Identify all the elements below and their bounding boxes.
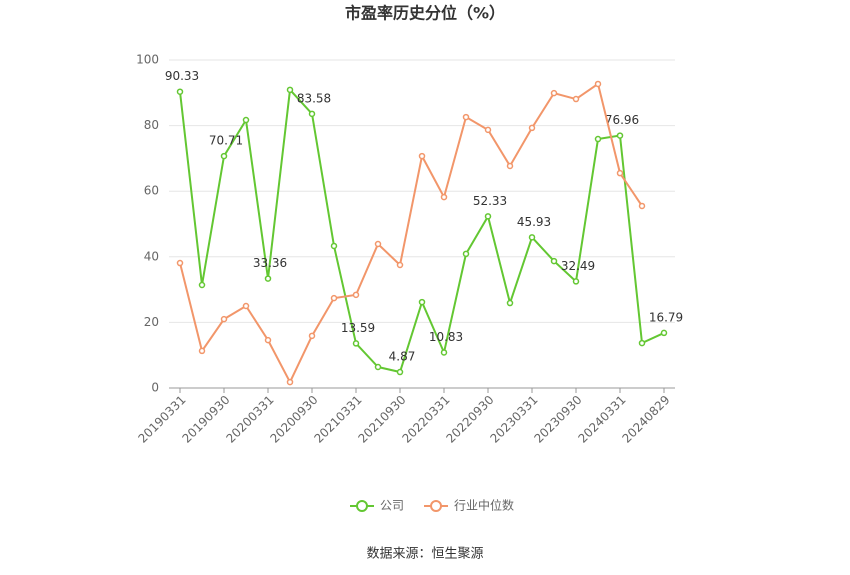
data-label: 83.58 [297,91,331,105]
y-tick-label: 60 [144,184,159,198]
point [418,152,426,160]
point [660,329,668,337]
point [374,363,382,371]
point [528,124,536,132]
y-tick-label: 20 [144,315,159,329]
point [352,340,360,347]
data-label: 45.93 [517,215,551,229]
y-tick-label: 80 [144,118,159,132]
data-label: 90.33 [165,69,199,83]
point [594,80,602,88]
point [550,257,558,265]
point [616,132,624,139]
x-tick-label: 20240829 [620,393,673,446]
point [594,135,602,143]
point [418,298,426,306]
data-label: 33.36 [253,256,287,270]
legend-label: 公司 [380,499,404,513]
point [198,347,206,355]
point [506,299,514,307]
point [572,95,580,103]
data-label: 10.83 [429,330,463,344]
point [638,339,646,347]
point [572,278,580,285]
data-label: 76.96 [605,113,639,127]
point [220,152,228,160]
data-label: 70.71 [209,134,243,148]
line [179,82,643,385]
data-label: 52.33 [473,194,507,208]
y-tick-label: 0 [151,381,159,395]
point [242,116,250,124]
point [198,281,206,289]
data-label: 13.59 [341,321,375,335]
point [506,162,514,170]
point [374,240,382,248]
chart-title: 市盈率历史分位（%） [345,4,505,23]
point [308,110,316,118]
point [176,259,184,267]
point [220,315,228,323]
y-tick-label: 100 [136,53,159,67]
legend-marker [356,500,368,512]
point [242,302,250,310]
legend-label: 行业中位数 [454,498,514,513]
point [440,193,448,201]
point [440,349,448,356]
point [352,291,360,299]
point [550,89,558,97]
point [176,88,184,95]
point [462,250,470,258]
point [484,126,492,134]
point [264,336,272,344]
point [286,378,294,386]
point [264,275,272,282]
point [484,213,492,220]
point [330,242,338,250]
point [330,294,338,302]
point [528,234,536,241]
point [396,261,404,269]
data-label: 16.79 [649,310,683,324]
data-label: 32.49 [561,259,595,273]
y-tick-label: 40 [144,249,159,263]
source: 数据来源：恒生聚源 [366,547,483,562]
legend-marker [430,500,443,512]
point [308,332,316,340]
point [616,169,624,177]
line [179,87,665,374]
data-label: 4.87 [389,350,416,364]
point [462,113,470,121]
point [396,368,404,376]
point [286,86,294,94]
point [638,202,646,210]
